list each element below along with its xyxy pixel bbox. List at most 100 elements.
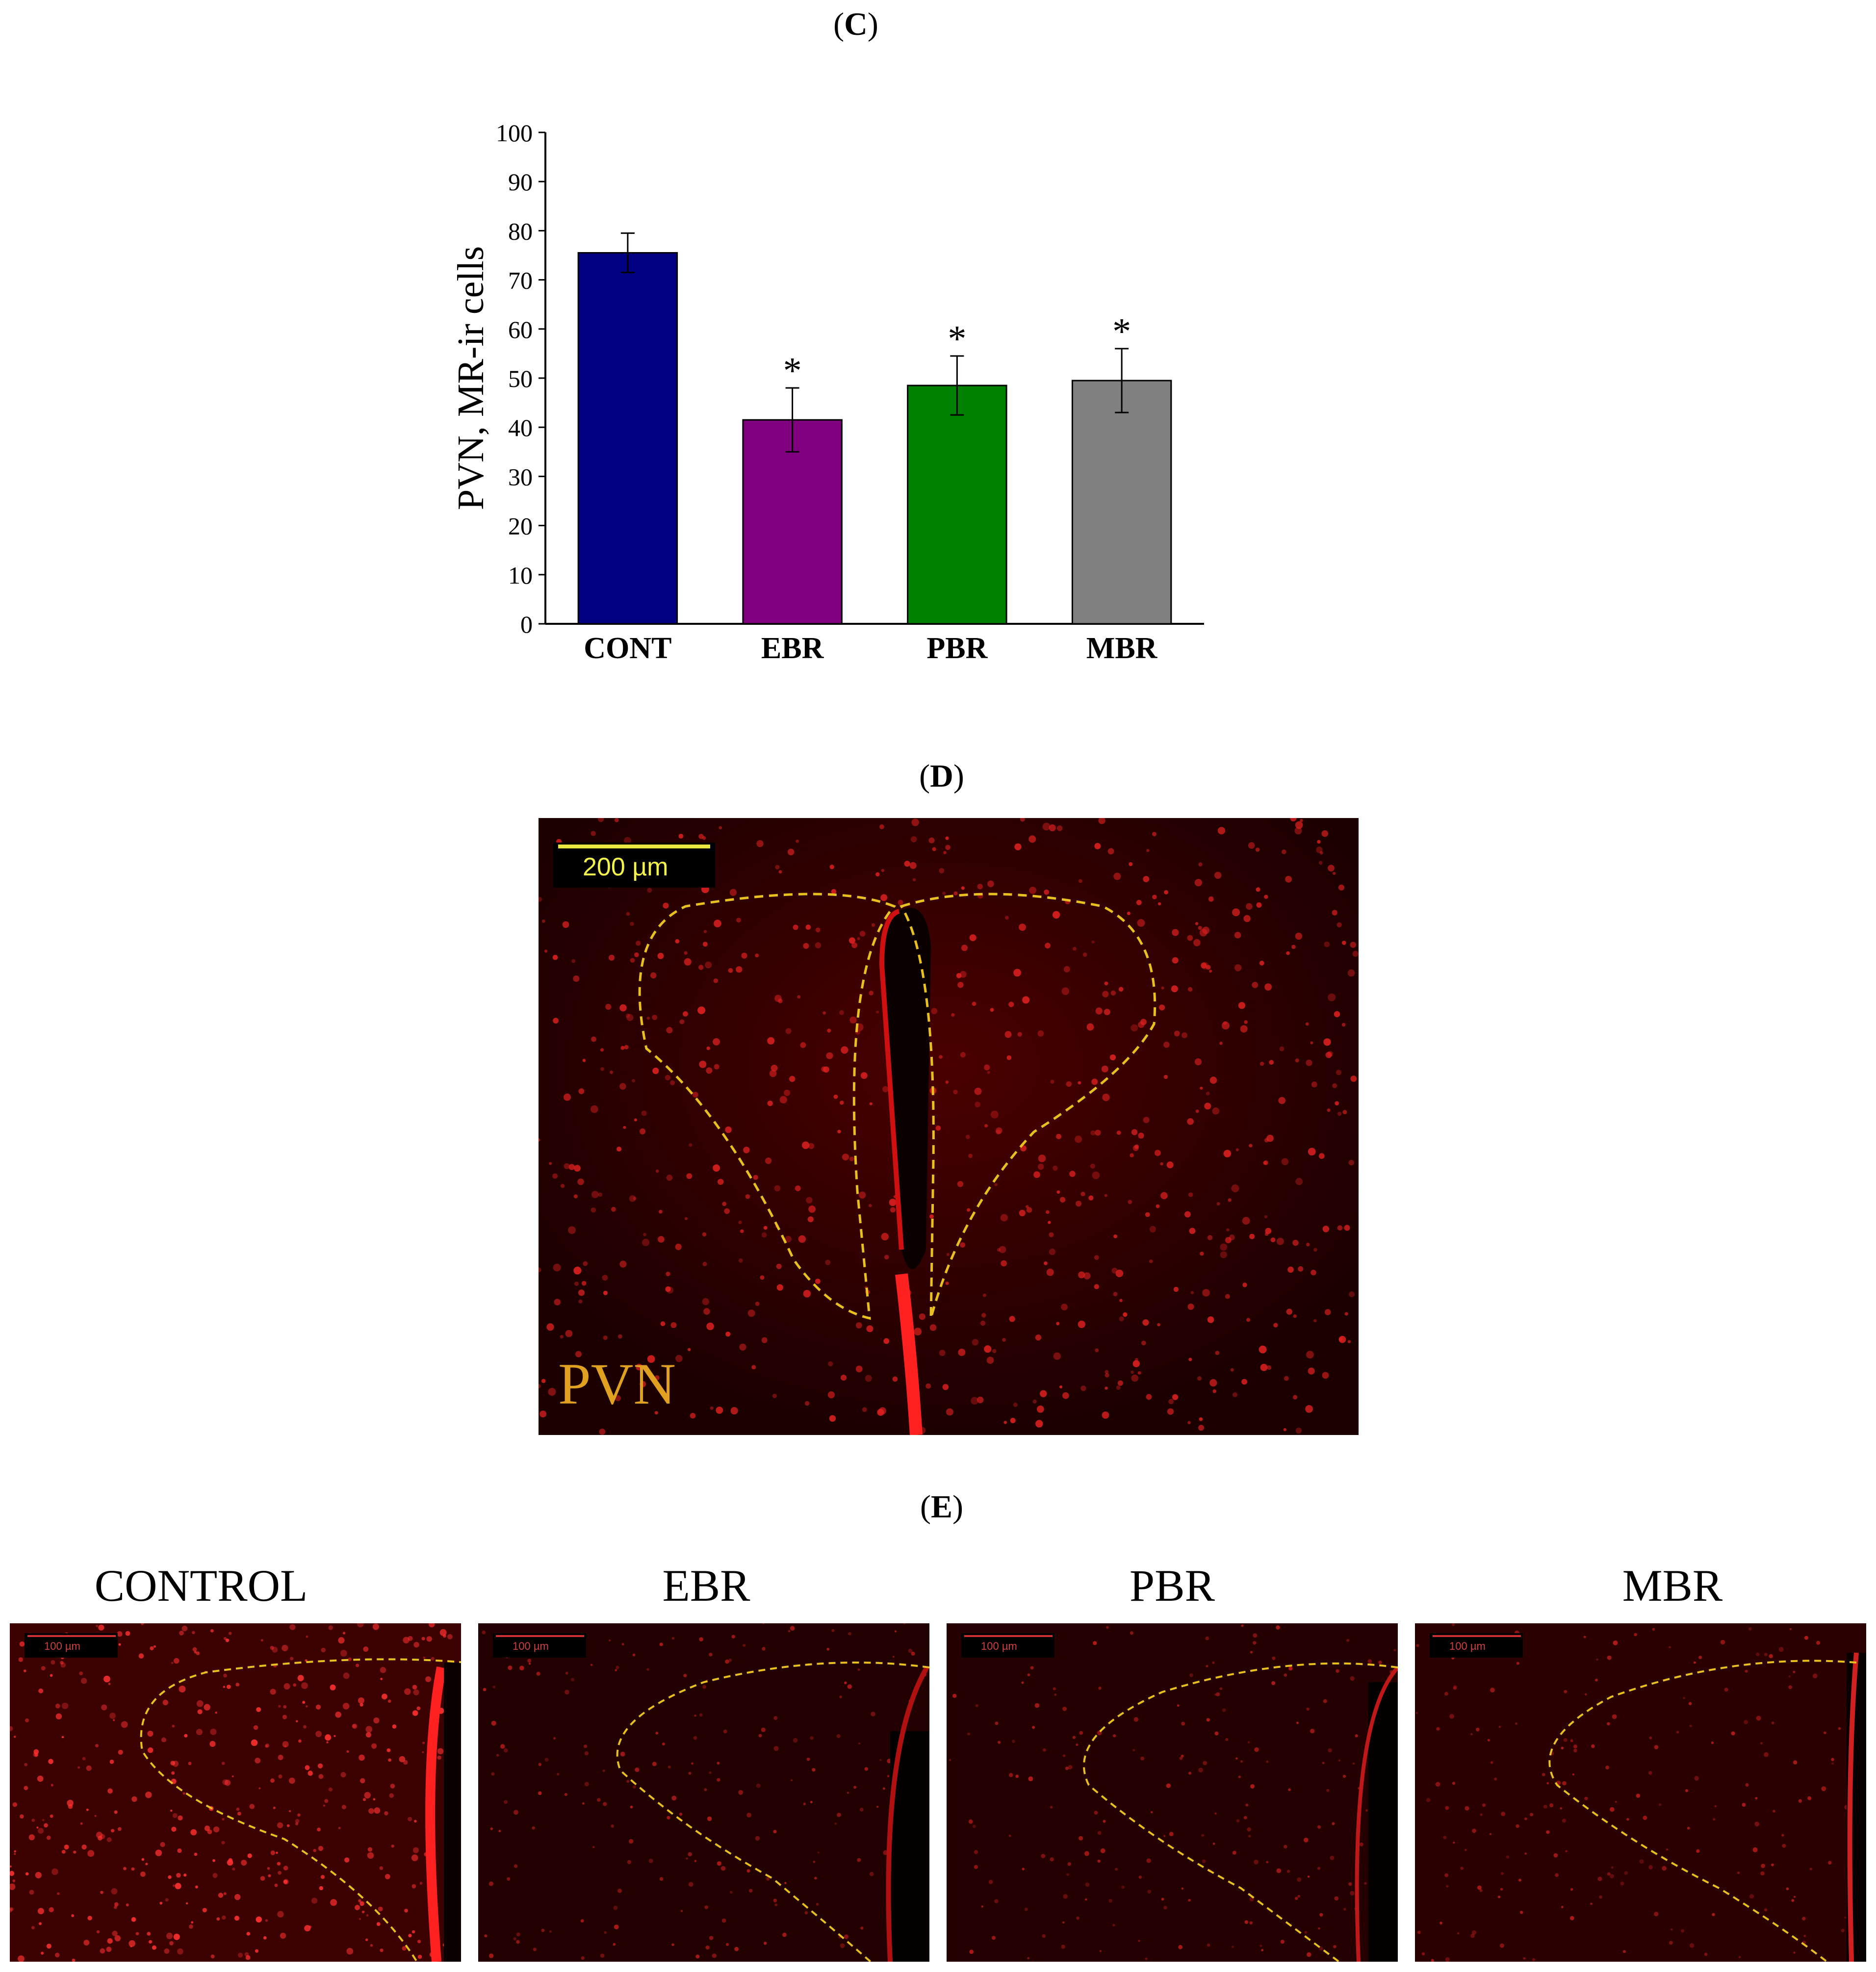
cell-speck <box>776 1263 782 1269</box>
cell-speck <box>725 1943 729 1946</box>
cell-speck <box>860 1072 868 1079</box>
cell-speck <box>942 1384 949 1390</box>
cell-speck <box>270 1646 274 1650</box>
cell-speck <box>319 1886 323 1891</box>
cell-speck <box>1270 1237 1276 1242</box>
cell-speck <box>341 1805 347 1810</box>
cell-speck <box>1515 1722 1517 1725</box>
cell-speck <box>1803 1935 1806 1937</box>
cell-speck <box>988 1880 993 1884</box>
cell-speck <box>1584 1796 1588 1800</box>
x-tick-label: MBR <box>1086 632 1158 665</box>
cell-speck <box>160 1842 165 1847</box>
cell-speck <box>140 1623 144 1625</box>
cell-speck <box>553 1263 561 1272</box>
cell-speck <box>725 1659 729 1664</box>
cell-speck <box>636 1363 642 1371</box>
cell-speck <box>642 1238 650 1246</box>
cell-speck <box>1092 1171 1100 1179</box>
cell-speck <box>20 1814 24 1819</box>
cell-speck <box>805 1401 810 1406</box>
cell-speck <box>328 1625 333 1630</box>
cell-speck <box>1088 1195 1094 1201</box>
cell-speck <box>831 1629 835 1632</box>
cell-speck <box>1209 970 1212 973</box>
cell-speck <box>1225 1294 1230 1299</box>
cell-speck <box>684 951 688 955</box>
cell-speck <box>736 966 743 973</box>
cell-speck <box>1643 1816 1647 1820</box>
cell-speck <box>204 1704 210 1711</box>
cell-speck <box>699 1060 707 1068</box>
cell-speck <box>1141 1340 1146 1346</box>
cell-speck <box>652 1015 658 1020</box>
cell-speck <box>810 1801 813 1803</box>
cell-speck <box>740 1229 744 1233</box>
cell-speck <box>1188 1192 1193 1197</box>
cell-speck <box>1771 1721 1774 1724</box>
cell-speck <box>541 1928 545 1932</box>
cell-speck <box>1788 1675 1791 1678</box>
cell-speck <box>1553 1853 1558 1858</box>
cell-speck <box>1194 1058 1202 1066</box>
cell-speck <box>685 1217 688 1220</box>
cell-speck <box>1281 1158 1289 1165</box>
cell-speck <box>971 1397 978 1405</box>
cell-speck <box>719 826 722 830</box>
cell-speck <box>175 1883 181 1890</box>
cell-speck <box>1449 1714 1455 1719</box>
cell-speck <box>98 1836 103 1841</box>
cell-speck <box>280 1932 286 1939</box>
cell-speck <box>49 1907 54 1913</box>
panel-label-e: (E) <box>920 1489 963 1525</box>
cell-speck <box>743 1644 745 1647</box>
cell-speck <box>340 1772 346 1778</box>
cell-speck <box>113 1719 115 1721</box>
cell-speck <box>1195 1109 1199 1113</box>
cell-speck <box>386 1748 391 1752</box>
cell-speck <box>1167 1408 1174 1415</box>
cell-speck <box>730 1407 738 1415</box>
cell-speck <box>256 1707 261 1712</box>
cell-speck <box>734 1946 739 1951</box>
cell-speck <box>1501 1812 1506 1817</box>
cell-speck <box>1326 1789 1330 1792</box>
cell-speck <box>659 1877 664 1881</box>
cell-speck <box>945 1080 949 1084</box>
cell-speck <box>1010 1418 1016 1423</box>
cell-speck <box>1310 1729 1315 1734</box>
cell-speck <box>117 1631 123 1637</box>
cell-speck <box>1266 1760 1269 1763</box>
cell-speck <box>270 1689 276 1695</box>
cell-speck <box>741 952 747 959</box>
cell-speck <box>837 1129 841 1133</box>
cell-speck <box>173 1933 180 1940</box>
cell-speck <box>956 973 962 978</box>
cell-speck <box>621 1643 624 1646</box>
cell-speck <box>1091 1078 1098 1085</box>
cell-speck <box>1756 1652 1760 1656</box>
cell-speck <box>1639 1859 1644 1864</box>
cell-speck <box>1113 1234 1118 1238</box>
cell-speck <box>1276 1625 1280 1630</box>
cell-speck <box>570 1678 574 1682</box>
cell-speck <box>86 1765 92 1771</box>
cell-speck <box>728 968 733 973</box>
cell-speck <box>1066 1081 1072 1087</box>
cell-speck <box>591 1105 598 1113</box>
cell-speck <box>831 889 836 894</box>
cell-speck <box>1203 1761 1207 1766</box>
cell-speck <box>425 1676 431 1682</box>
cell-speck <box>1696 1849 1700 1853</box>
cell-speck <box>1145 1212 1150 1217</box>
cell-speck <box>1195 922 1199 925</box>
cell-speck <box>320 1875 325 1879</box>
cell-speck <box>391 1844 394 1848</box>
cell-speck <box>652 1067 659 1075</box>
cell-speck <box>1342 1110 1347 1114</box>
x-tick-label: EBR <box>761 632 824 665</box>
cell-speck <box>760 1275 765 1280</box>
cell-speck <box>1163 1906 1167 1910</box>
cell-speck <box>363 1646 369 1652</box>
cell-speck <box>929 1214 934 1219</box>
